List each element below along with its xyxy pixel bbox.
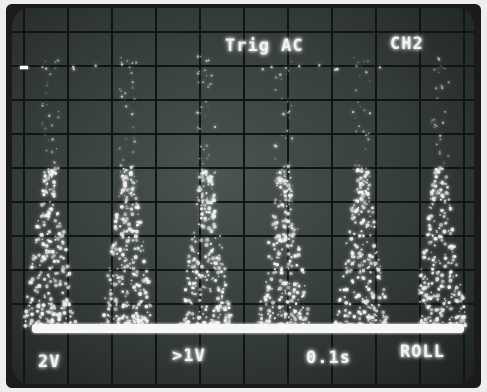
signal-pulse <box>178 55 233 328</box>
signal-pulse <box>100 57 153 328</box>
top-marker-line <box>20 66 28 69</box>
mode-label: ROLL <box>400 342 445 362</box>
trigger-label: Trig AC <box>225 36 304 56</box>
signal-pulse <box>333 56 389 328</box>
oscilloscope-screen: Trig AC CH2 2V >1V 0.1s ROLL <box>12 8 474 384</box>
volts-per-div-ch1: 2V <box>38 352 61 372</box>
channel-label: CH2 <box>390 34 424 54</box>
baseline-trace <box>32 324 464 333</box>
signal-pulse <box>417 56 468 328</box>
timebase-label: 0.1s <box>306 348 351 368</box>
signal-trace <box>22 55 468 328</box>
volts-per-div-ch2: >1V <box>172 346 206 366</box>
stray-trace-dots <box>72 63 382 71</box>
scope-display <box>12 8 474 384</box>
signal-pulse <box>22 59 78 328</box>
